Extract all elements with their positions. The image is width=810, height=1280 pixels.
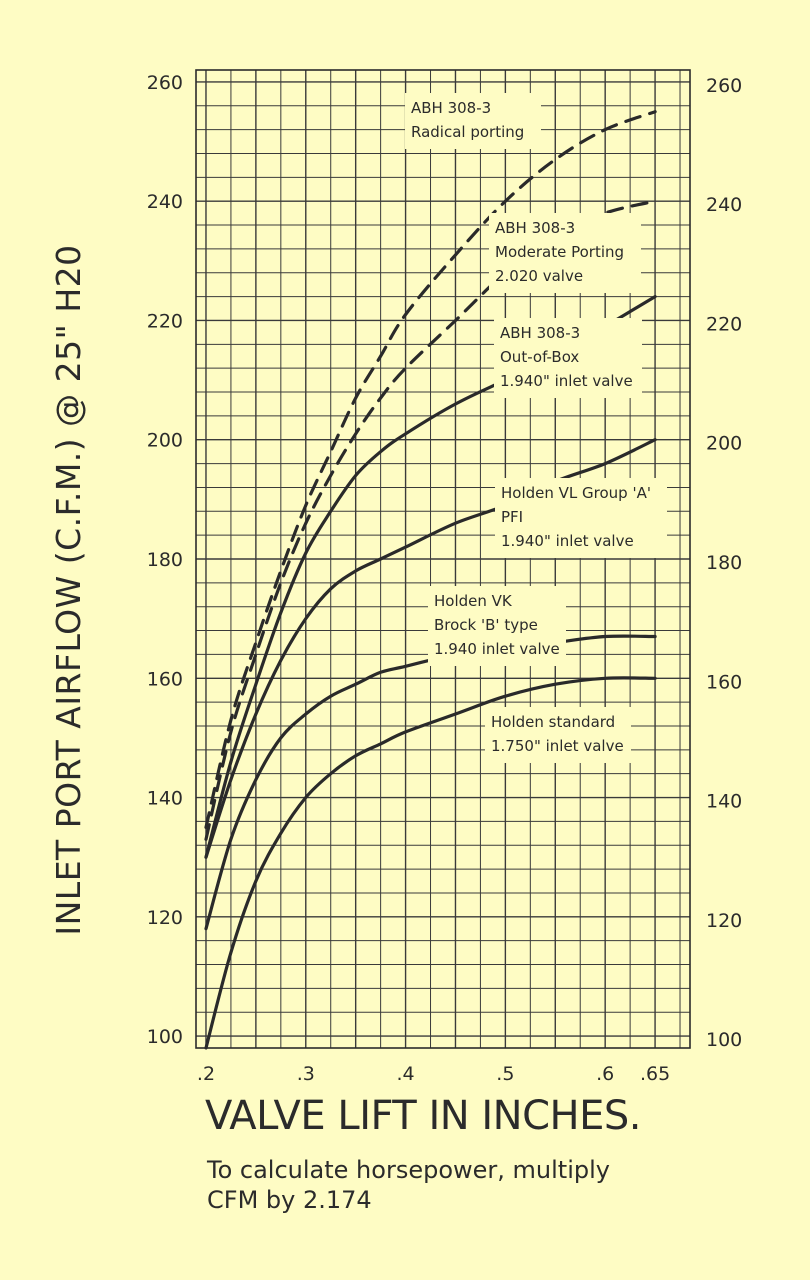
x-tick-label: .3 bbox=[297, 1063, 315, 1085]
x-axis-title: VALVE LIFT IN INCHES. bbox=[205, 1093, 641, 1139]
series-label-text: ABH 308-3 bbox=[495, 219, 575, 237]
y-tick-label-right: 100 bbox=[706, 1029, 742, 1051]
plot-border bbox=[195, 69, 691, 1049]
y-tick-label-right: 180 bbox=[706, 552, 742, 574]
note-line-2: CFM by 2.174 bbox=[207, 1186, 372, 1214]
series-label-box bbox=[428, 586, 566, 666]
series-label-text: Moderate Porting bbox=[495, 243, 624, 261]
series-label-text: Brock 'B' type bbox=[434, 616, 538, 634]
series-label-box bbox=[405, 93, 541, 149]
series-label-text: Radical porting bbox=[411, 123, 524, 141]
y-axis-title: INLET PORT AIRFLOW (C.F.M.) @ 25" H20 bbox=[49, 244, 88, 935]
x-tick-label: .6 bbox=[596, 1063, 614, 1085]
series-labels: ABH 308-3 Radical porting ABH 308-3 Moderat… bbox=[405, 93, 667, 763]
horsepower-note: To calculate horsepower, multiply CFM by… bbox=[207, 1155, 610, 1215]
x-axis: .2 .3 .4 .5 .6 .65 bbox=[197, 1063, 670, 1085]
series-label-box bbox=[489, 213, 641, 293]
series-line-0 bbox=[204, 110, 657, 829]
x-tick-label: .5 bbox=[496, 1063, 514, 1085]
chart-grid bbox=[195, 69, 691, 1049]
series-label-text: ABH 308-3 bbox=[411, 99, 491, 117]
x-tick-label: .2 bbox=[197, 1063, 215, 1085]
y-tick-label-right: 120 bbox=[706, 910, 742, 932]
y-tick-label-left: 260 bbox=[147, 72, 183, 94]
series-line-5 bbox=[204, 676, 657, 1050]
y-tick-label-left: 140 bbox=[147, 788, 183, 810]
series-label-box bbox=[495, 478, 667, 558]
series-label-text: Holden standard bbox=[491, 713, 615, 731]
series-label-text: Holden VL Group 'A' bbox=[501, 484, 651, 502]
y-tick-label-right: 260 bbox=[706, 75, 742, 97]
series-label-text: 1.750" inlet valve bbox=[491, 737, 624, 755]
series-label-text: ABH 308-3 bbox=[500, 324, 580, 342]
series-label-text: 1.940" inlet valve bbox=[500, 372, 633, 390]
series-label-text: 2.020 valve bbox=[495, 267, 583, 285]
series-label-box bbox=[494, 318, 642, 398]
x-tick-label: .65 bbox=[640, 1063, 670, 1085]
series-label-text: Holden VK bbox=[434, 592, 513, 610]
y-tick-label-left: 200 bbox=[147, 430, 183, 452]
y-tick-label-left: 240 bbox=[147, 191, 183, 213]
airflow-chart: 100 120 140 160 180 200 220 240 260 100 120 140 160… bbox=[49, 69, 742, 1085]
y-tick-label-left: 220 bbox=[147, 310, 183, 332]
y-tick-label-left: 160 bbox=[147, 668, 183, 690]
y-axis-left: 100 120 140 160 180 200 220 240 260 bbox=[147, 72, 183, 1048]
y-axis-right: 100 120 140 160 180 200 220 240 260 bbox=[706, 75, 742, 1051]
y-tick-label-left: 120 bbox=[147, 907, 183, 929]
series-label-box bbox=[485, 707, 631, 763]
y-tick-label-right: 220 bbox=[706, 313, 742, 335]
y-tick-label-right: 240 bbox=[706, 194, 742, 216]
y-tick-label-left: 180 bbox=[147, 549, 183, 571]
series-label-text: Out-of-Box bbox=[500, 348, 579, 366]
series-label-text: PFI bbox=[501, 508, 523, 526]
y-tick-label-left: 100 bbox=[147, 1026, 183, 1048]
x-tick-label: .4 bbox=[397, 1063, 415, 1085]
series-label-text: 1.940" inlet valve bbox=[501, 532, 634, 550]
y-tick-label-right: 160 bbox=[706, 671, 742, 693]
note-line-1: To calculate horsepower, multiply bbox=[207, 1156, 610, 1184]
y-tick-label-right: 140 bbox=[706, 791, 742, 813]
series-label-text: 1.940 inlet valve bbox=[434, 640, 560, 658]
y-tick-label-right: 200 bbox=[706, 433, 742, 455]
